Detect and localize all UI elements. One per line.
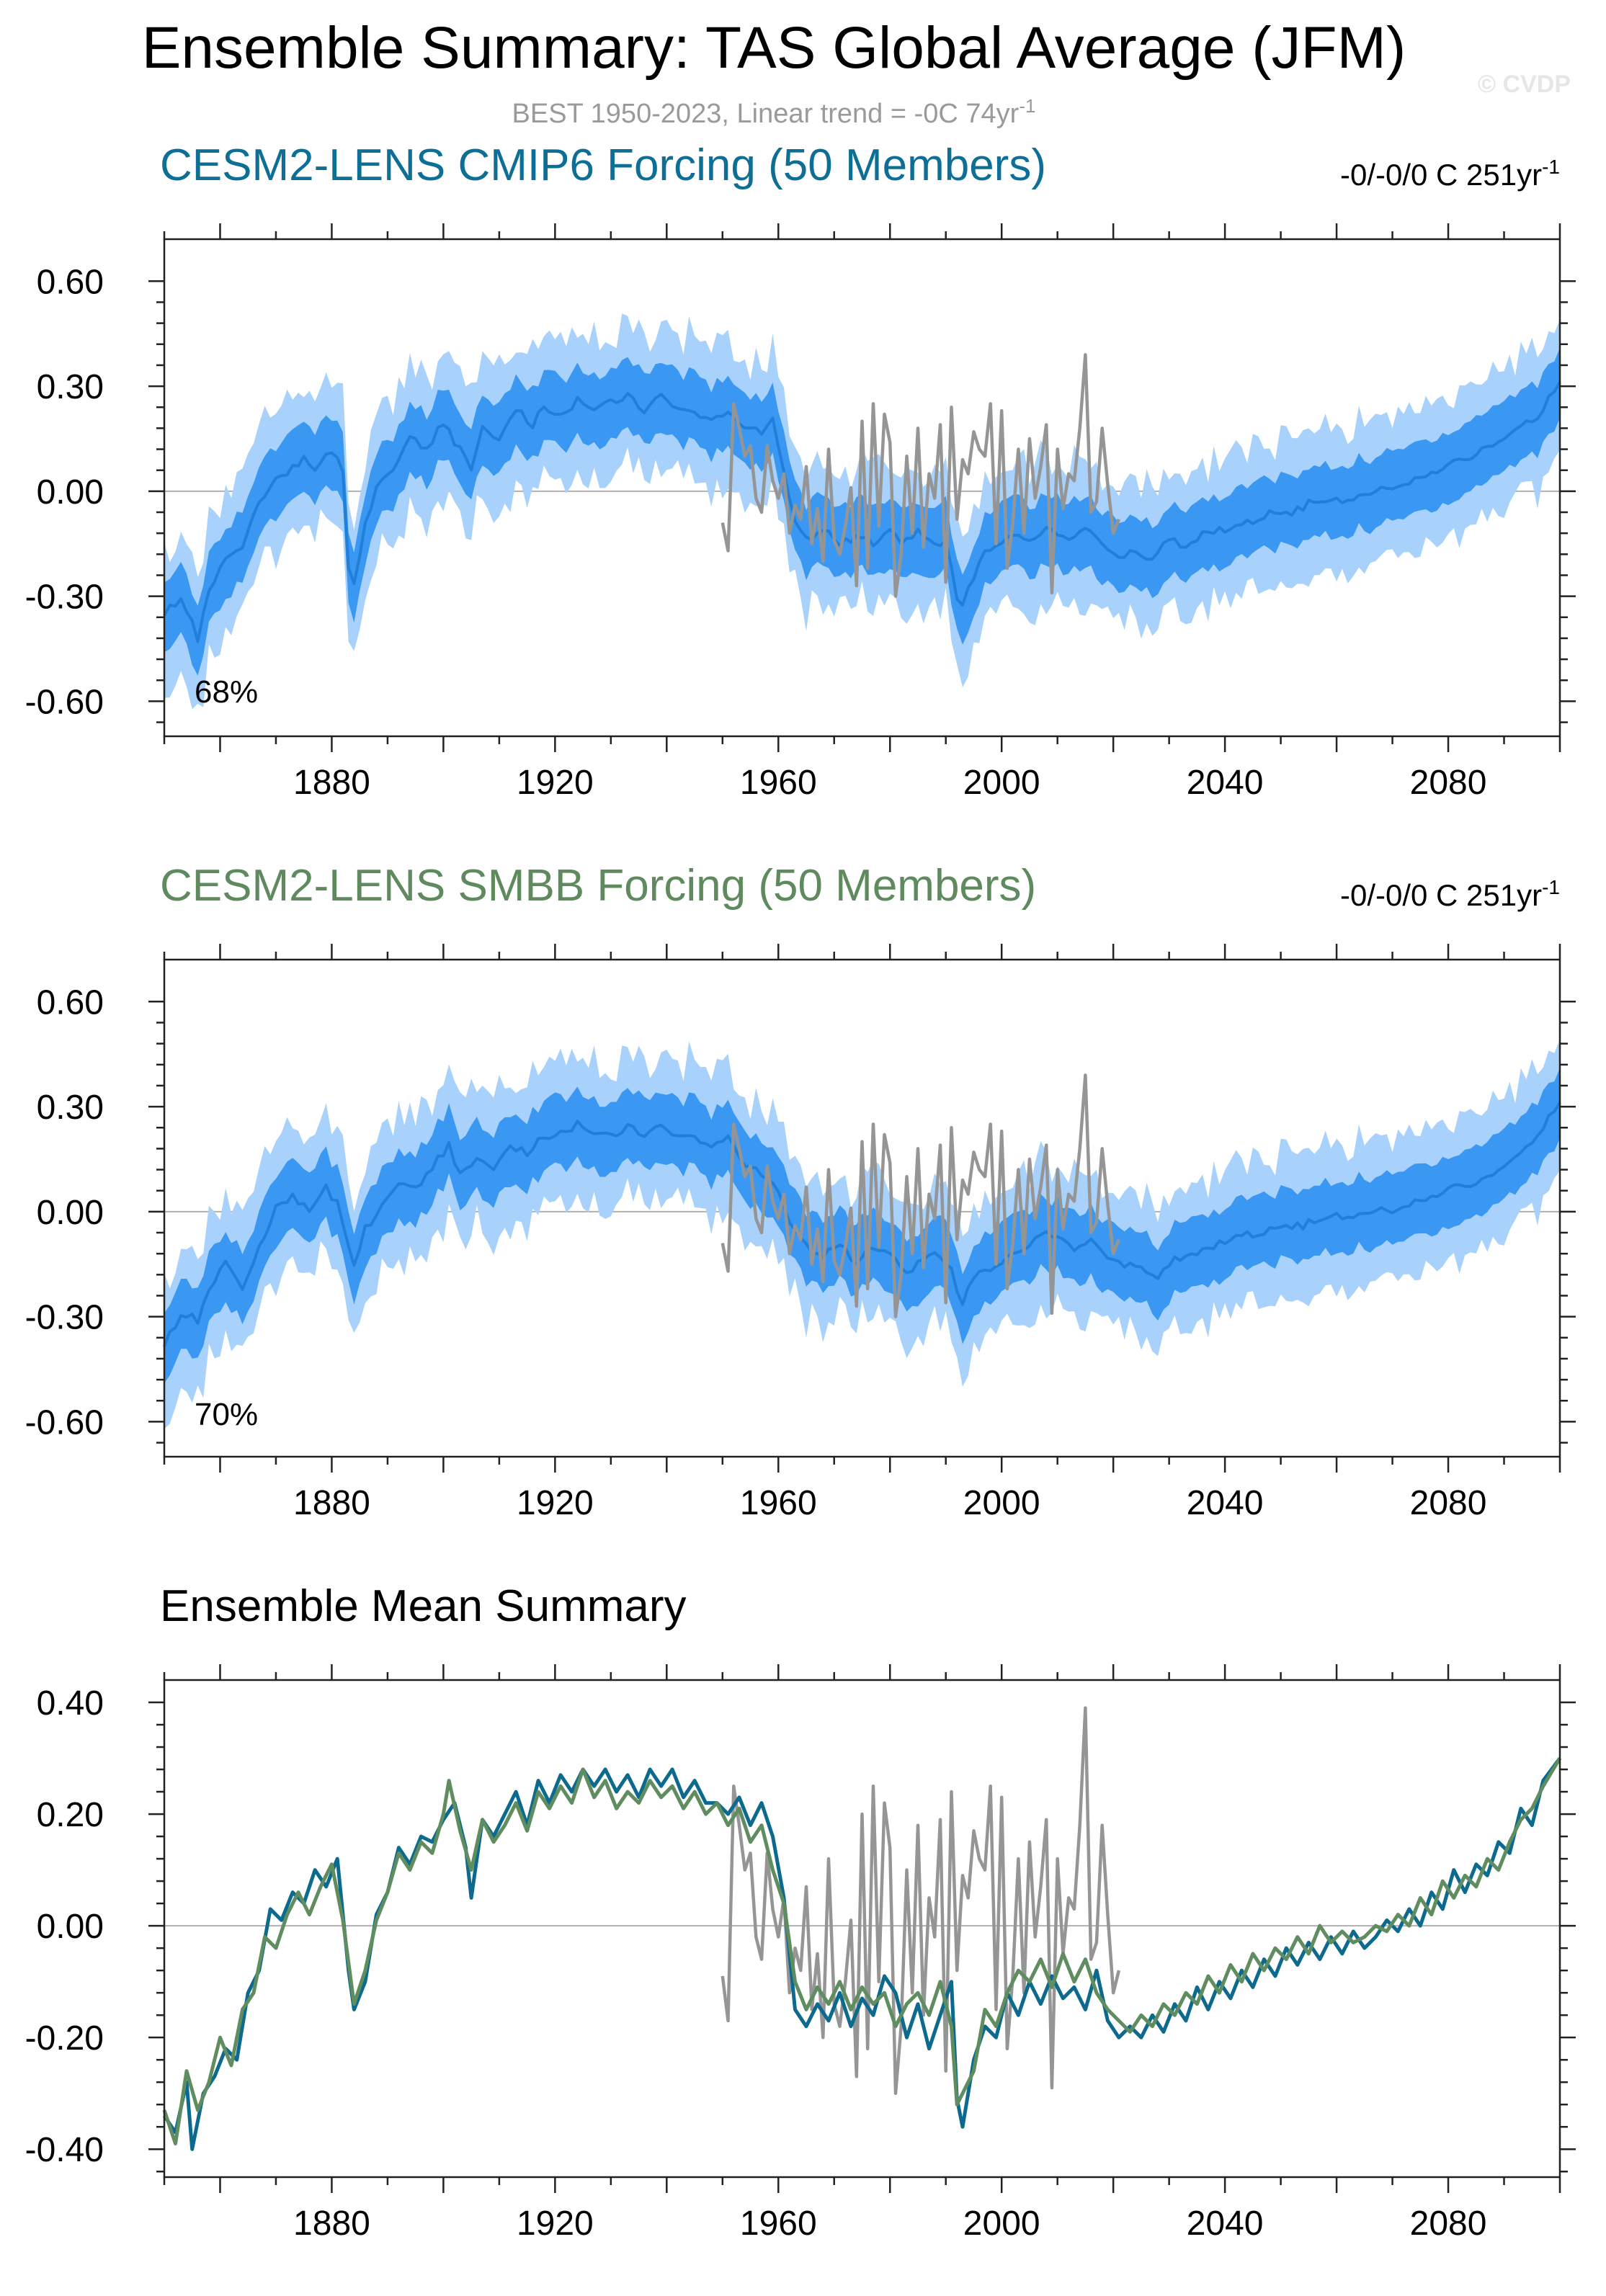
spread-percentage-label: 70% (195, 1397, 258, 1432)
panel-title-ensemble-mean: Ensemble Mean Summary (160, 1581, 687, 1631)
y-tick-label: 0.30 (37, 368, 104, 406)
y-tick-label: -0.60 (25, 683, 104, 721)
panel-ensemble-mean-plot: 1880 1920 1960 2000 2040 2080 0.40 0.20 0.00 -0.2… (25, 1664, 1576, 2243)
x-tick-label: 2040 (1187, 1484, 1264, 1522)
y-tick-label: 0.20 (37, 1796, 104, 1834)
y-tick-label: 0.00 (37, 1194, 104, 1232)
x-tick-label: 1960 (740, 764, 817, 802)
y-tick-label: -0.30 (25, 1299, 104, 1337)
x-tick-label: 2040 (1187, 764, 1264, 802)
ensemble-mean-line (163, 381, 1561, 643)
x-tick-label: 2000 (963, 2205, 1040, 2243)
plot-frame (163, 958, 1561, 1458)
panel-trend-smbb-sup: -1 (1542, 876, 1560, 898)
y-tick-label: 0.00 (37, 1908, 104, 1946)
y-tick-label: -0.40 (25, 2131, 104, 2169)
y-tick-label: 0.30 (37, 1089, 104, 1127)
panel-title-smbb: CESM2-LENS SMBB Forcing (50 Members) (160, 861, 1036, 911)
panel-trend-smbb-text: -0/-0/0 C 251yr (1340, 878, 1542, 912)
figure-subtitle-sup: -1 (1019, 95, 1035, 117)
figure-title: Ensemble Summary: TAS Global Average (JF… (142, 15, 1406, 81)
x-tick-label: 2080 (1410, 1484, 1487, 1522)
x-tick-label: 1920 (517, 1484, 594, 1522)
cvdp-watermark: © CVDP (1478, 71, 1571, 98)
y-tick-label: 0.60 (37, 983, 104, 1022)
y-tick-label: -0.20 (25, 2019, 104, 2058)
x-tick-label: 1920 (517, 764, 594, 802)
x-tick-label: 1960 (740, 2205, 817, 2243)
x-tick-label: 1960 (740, 1484, 817, 1522)
panel-trend-cmip6: -0/-0/0 C 251yr-1 (1340, 156, 1560, 192)
observed-best-line (721, 1073, 1120, 1318)
y-tick-label: -0.30 (25, 579, 104, 617)
x-tick-label: 1880 (293, 1484, 370, 1522)
y-tick-label: 0.40 (37, 1684, 104, 1723)
y-tick-label: 0.00 (37, 473, 104, 512)
x-tick-label: 1880 (293, 2205, 370, 2243)
observed-best-line (721, 353, 1120, 598)
panel-trend-cmip6-sup: -1 (1542, 156, 1560, 178)
spread-percentage-label: 68% (195, 674, 258, 710)
x-tick-label: 2080 (1410, 2205, 1487, 2243)
ensemble-spread-inner-band (164, 347, 1560, 676)
figure-subtitle-text: BEST 1950-2023, Linear trend = -0C 74yr (512, 99, 1020, 129)
x-tick-label: 2000 (963, 764, 1040, 802)
figure-subtitle: BEST 1950-2023, Linear trend = -0C 74yr-… (512, 95, 1036, 129)
panel-cmip6-plot: 68% 1880 1920 1960 2000 2040 2080 0.60 0.30 0.00 -… (25, 223, 1576, 802)
y-tick-label: -0.60 (25, 1403, 104, 1442)
plot-frame (163, 1679, 1561, 2179)
x-tick-label: 2040 (1187, 2205, 1264, 2243)
ensemble-mean-line (163, 1102, 1561, 1347)
x-tick-label: 1880 (293, 764, 370, 802)
smbb-ensemble-mean-line (162, 1757, 1562, 2145)
panel-title-cmip6: CESM2-LENS CMIP6 Forcing (50 Members) (160, 140, 1046, 190)
y-tick-label: 0.60 (37, 263, 104, 301)
x-tick-label: 2000 (963, 1484, 1040, 1522)
x-tick-label: 2080 (1410, 764, 1487, 802)
panel-trend-smbb: -0/-0/0 C 251yr-1 (1340, 876, 1560, 912)
plot-frame (163, 238, 1561, 738)
panel-trend-cmip6-text: -0/-0/0 C 251yr (1340, 158, 1542, 192)
observed-best-line (721, 1706, 1121, 2095)
panel-smbb-plot: 70% 1880 1920 1960 2000 2040 2080 0.60 0.30 0.00 -… (25, 944, 1576, 1522)
x-tick-label: 1920 (517, 2205, 594, 2243)
